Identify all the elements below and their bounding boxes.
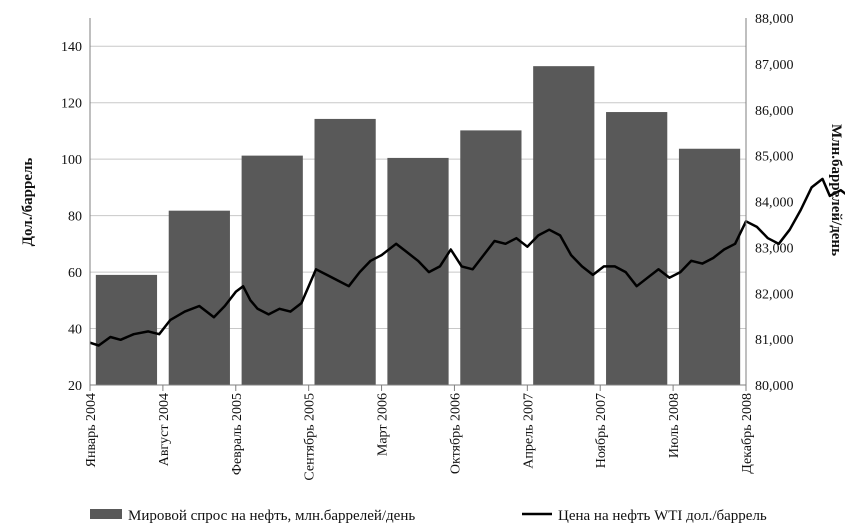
left-tick-label-6: 140 (61, 40, 82, 55)
x-tick-label-4: Март 2006 (376, 393, 391, 456)
left-tick-label-5: 120 (61, 97, 82, 112)
bar-8 (678, 148, 741, 385)
x-tick-label-3: Сентябрь 2005 (303, 393, 318, 481)
x-tick-label-9: Декабрь 2008 (740, 393, 755, 474)
x-tick-label-8: Июль 2008 (667, 393, 682, 458)
x-tick-label-0: Январь 2004 (84, 393, 99, 467)
right-tick-label-5: 85,000 (755, 150, 794, 165)
right-axis-ticks: 80,000 81,000 82,000 83,000 84,000 85,000 86,0… (755, 12, 794, 394)
right-tick-label-7: 87,000 (755, 58, 794, 73)
right-tick-label-3: 83,000 (755, 241, 794, 256)
axes (89, 18, 747, 386)
legend: Мировой спрос на нефть, млн.баррелей/ден… (90, 508, 767, 524)
x-tick-label-5: Октябрь 2006 (448, 393, 463, 474)
left-axis-ticks: 20 40 60 80 100 120 140 (61, 40, 82, 394)
right-tick-label-2: 82,000 (755, 287, 794, 302)
bar-6 (533, 66, 595, 385)
left-tick-label-2: 60 (68, 266, 82, 281)
x-axis-ticks: Январь 2004 Август 2004 Февраль 2005 Сентяб… (84, 385, 755, 481)
x-tick-label-2: Февраль 2005 (230, 393, 245, 475)
left-axis-title: Дол./баррель (20, 158, 36, 247)
right-tick-label-1: 81,000 (755, 333, 794, 348)
bar-4 (387, 157, 449, 385)
bar-1 (168, 210, 230, 385)
demand-bars (95, 66, 741, 386)
price-line (89, 177, 845, 347)
right-axis-title: Млн.баррелей/день (828, 124, 844, 256)
left-tick-label-1: 40 (68, 323, 82, 338)
bar-3 (314, 118, 376, 386)
right-tick-label-4: 84,000 (755, 196, 794, 211)
right-tick-label-6: 86,000 (755, 104, 794, 119)
right-tick-label-0: 80,000 (755, 379, 794, 394)
bar-7 (606, 112, 668, 385)
x-tick-label-1: Август 2004 (157, 393, 172, 466)
legend-bar-swatch (90, 509, 122, 519)
x-tick-label-7: Ноябрь 2007 (594, 393, 609, 468)
x-tick-label-6: Апрель 2007 (521, 393, 536, 469)
legend-line-label: Цена на нефть WTI дол./баррель (558, 508, 767, 524)
left-tick-label-4: 100 (61, 153, 82, 168)
left-tick-label-0: 20 (68, 379, 82, 394)
price-series-path (89, 177, 845, 347)
right-tick-label-8: 88,000 (755, 12, 794, 27)
bar-0 (95, 274, 158, 385)
bar-5 (460, 130, 522, 385)
left-tick-label-3: 80 (68, 210, 82, 225)
bar-2 (241, 155, 303, 385)
legend-bar-label: Мировой спрос на нефть, млн.баррелей/ден… (128, 508, 415, 524)
